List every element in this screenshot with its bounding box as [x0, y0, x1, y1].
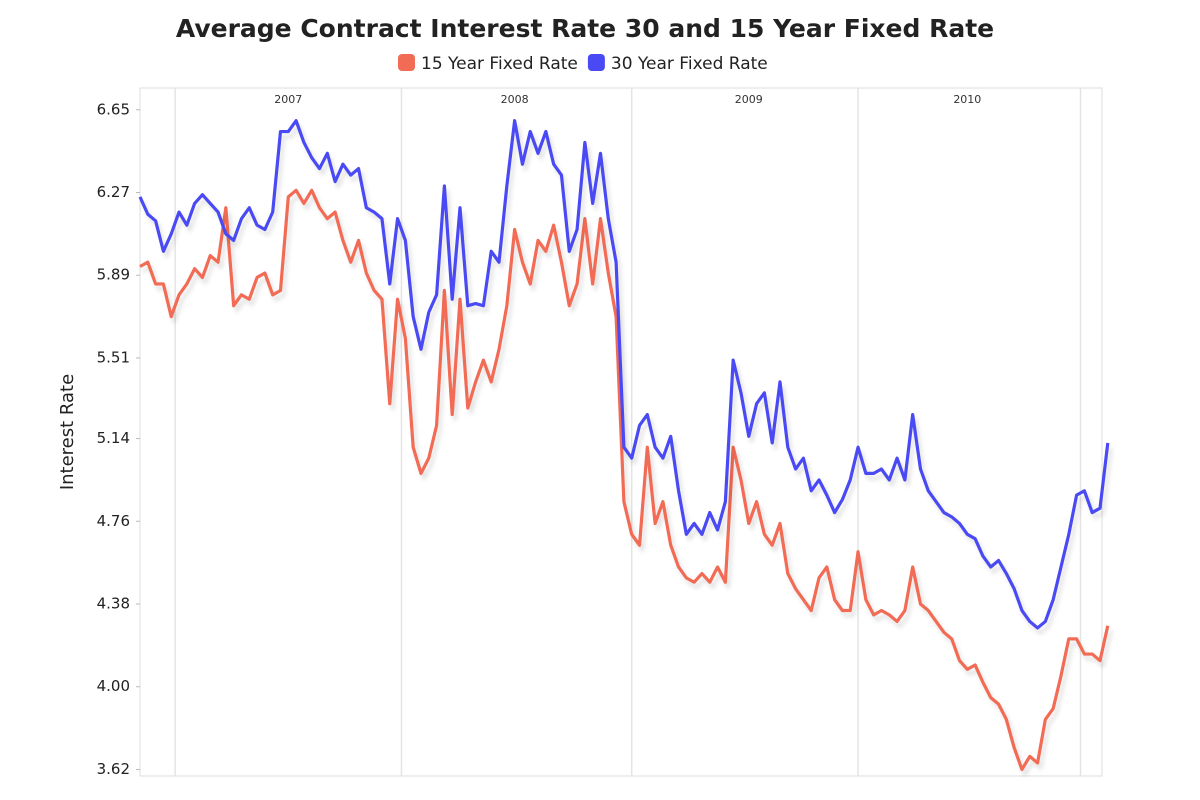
y-axis-title: Interest Rate — [57, 374, 78, 490]
legend-label: 30 Year Fixed Rate — [611, 54, 768, 74]
y-tick-label: 4.76 — [97, 512, 130, 530]
series-line — [139, 188, 1110, 772]
y-tick-label: 5.14 — [97, 429, 130, 447]
x-tick-label: 2008 — [501, 93, 529, 106]
plot-frame — [139, 87, 1103, 777]
y-tick-label: 6.27 — [97, 183, 130, 201]
legend: 15 Year Fixed Rate 30 Year Fixed Rate — [398, 54, 768, 74]
chart-title: Average Contract Interest Rate 30 and 15… — [176, 14, 994, 43]
y-tick-label: 5.89 — [97, 266, 130, 284]
y-tick-label: 4.38 — [97, 595, 130, 613]
y-tick-label: 5.51 — [97, 348, 130, 366]
y-tick-label: 4.00 — [97, 677, 130, 695]
legend-swatch — [398, 54, 415, 71]
y-tick-label: 3.62 — [97, 760, 130, 778]
legend-swatch — [587, 54, 605, 71]
series-line — [138, 119, 1110, 630]
legend-label: 15 Year Fixed Rate — [421, 54, 578, 74]
x-tick-label: 2007 — [274, 93, 302, 106]
x-tick-label: 2009 — [735, 93, 763, 106]
y-tick-label: 6.65 — [97, 100, 130, 118]
x-tick-label: 2010 — [953, 93, 981, 106]
